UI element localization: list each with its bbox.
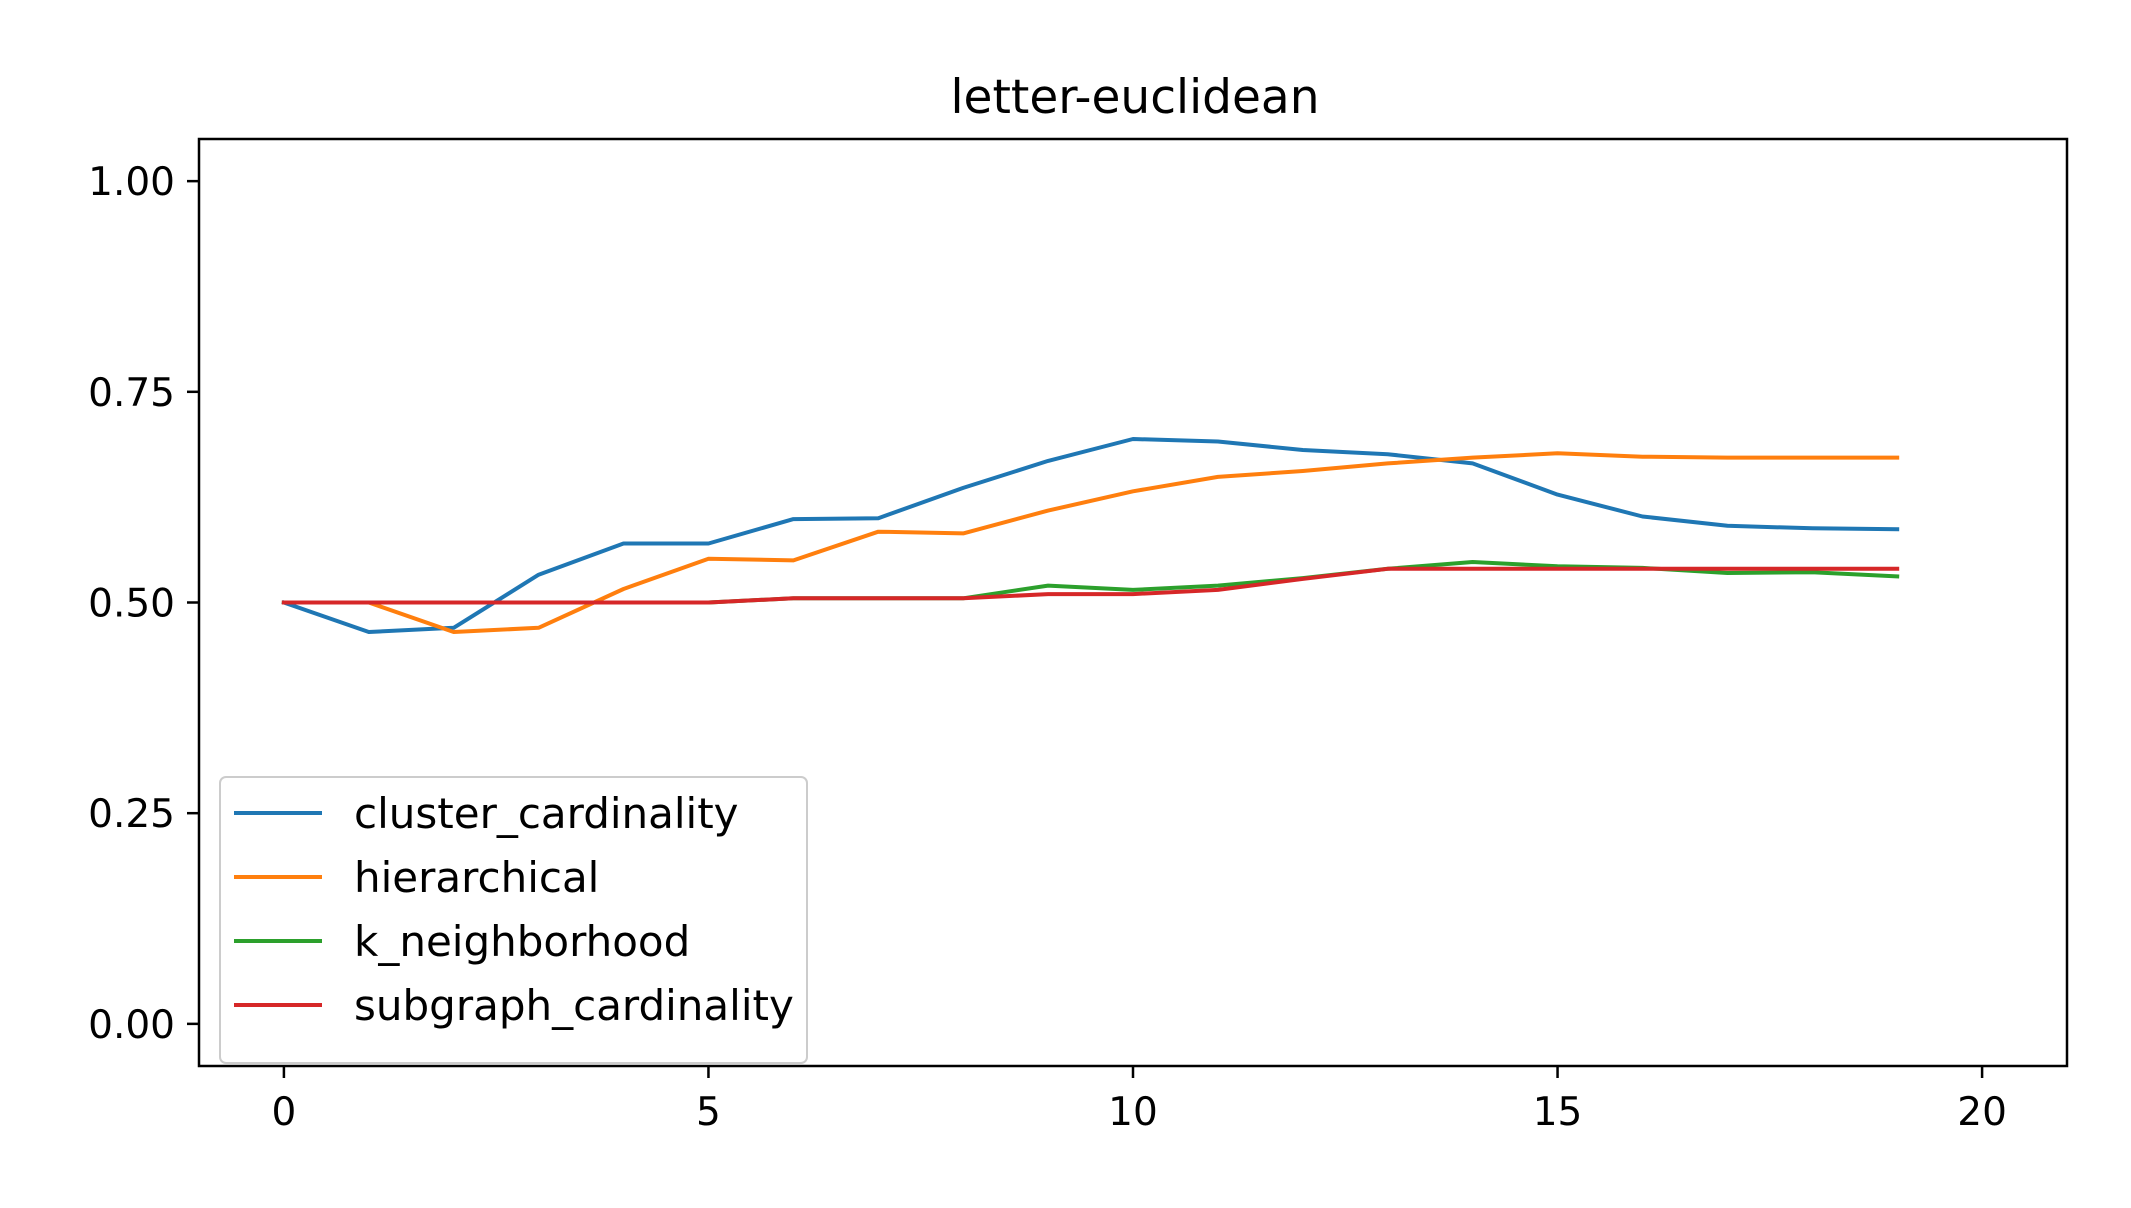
legend: cluster_cardinality hierarchical k_neighbo… [219,776,808,1064]
y-tick-label: 0.00 [88,1003,175,1048]
x-tick-label: 15 [1533,1090,1583,1135]
plot-lines [281,437,1900,634]
y-axis: 0.00 0.25 0.50 0.75 1.00 [88,160,199,1048]
y-tick-label: 0.75 [88,371,175,416]
series-line-subgraph-cardinality [281,566,1900,605]
series-line-hierarchical [281,451,1900,634]
legend-label: k_neighborhood [354,917,690,966]
series-line-cluster-cardinality [281,437,1900,634]
legend-label: cluster_cardinality [354,789,739,838]
x-axis: 0 5 10 15 20 [271,1066,2007,1135]
x-tick-label: 0 [271,1090,296,1135]
y-tick-label: 0.50 [88,582,175,627]
legend-box [219,776,808,1064]
chart-title: letter-euclidean [950,70,1319,125]
plot-frame [197,137,2069,1068]
legend-label: hierarchical [354,853,599,902]
x-tick-label: 20 [1957,1090,2007,1135]
y-tick-label: 0.25 [88,792,175,837]
legend-label: subgraph_cardinality [354,981,794,1030]
x-tick-label: 5 [696,1090,721,1135]
x-tick-label: 10 [1108,1090,1158,1135]
y-tick-label: 1.00 [88,160,175,205]
